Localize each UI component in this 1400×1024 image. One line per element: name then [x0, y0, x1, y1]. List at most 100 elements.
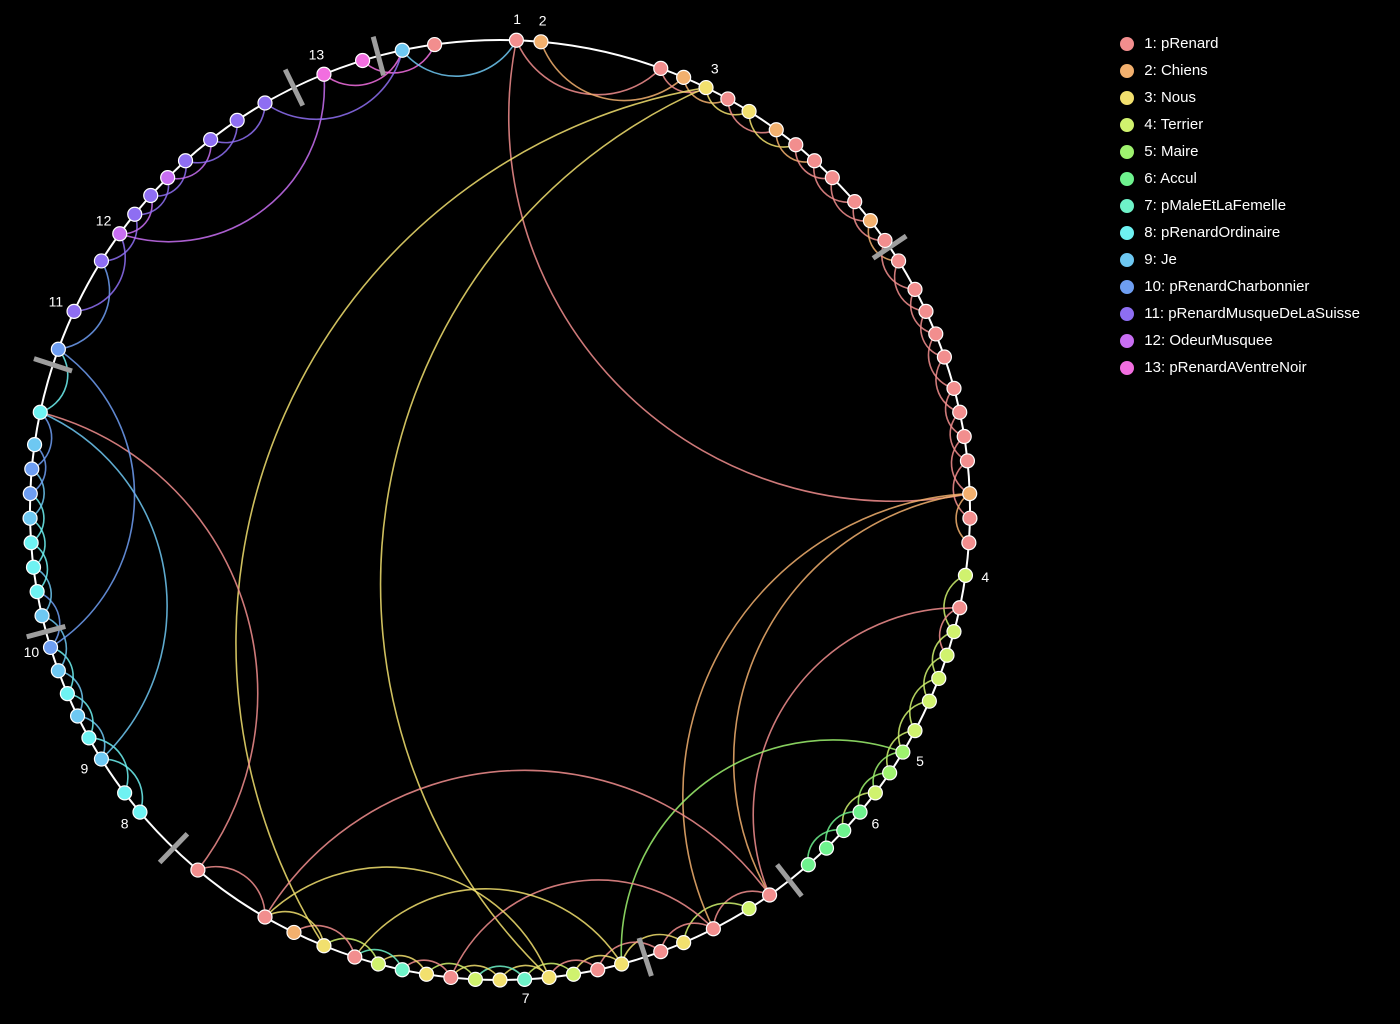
node — [51, 664, 65, 678]
node — [947, 381, 961, 395]
node — [742, 902, 756, 916]
node — [419, 967, 433, 981]
node — [908, 282, 922, 296]
node-label: 12 — [96, 213, 112, 229]
node — [82, 731, 96, 745]
legend-label: 10: pRenardCharbonnier — [1144, 273, 1309, 300]
legend-item: 8: pRenardOrdinaire — [1120, 219, 1360, 246]
node — [654, 945, 668, 959]
node — [67, 304, 81, 318]
node — [23, 487, 37, 501]
legend-item: 9: Je — [1120, 246, 1360, 273]
arc — [402, 40, 516, 76]
node — [947, 625, 961, 639]
node — [932, 671, 946, 685]
node — [963, 487, 977, 501]
node-label: 4 — [981, 569, 989, 585]
node — [44, 640, 58, 654]
node — [677, 936, 691, 950]
arc — [58, 261, 109, 349]
node — [371, 957, 385, 971]
arc — [40, 412, 257, 870]
arc — [236, 88, 706, 946]
arc — [120, 74, 325, 242]
legend-swatch — [1120, 91, 1134, 105]
node — [929, 327, 943, 341]
arc — [683, 494, 970, 929]
node — [896, 745, 910, 759]
node — [113, 227, 127, 241]
legend-swatch — [1120, 280, 1134, 294]
node — [769, 123, 783, 137]
node — [27, 560, 41, 574]
legend-label: 2: Chiens — [1144, 57, 1207, 84]
node — [33, 405, 47, 419]
legend-label: 5: Maire — [1144, 138, 1198, 165]
node — [356, 54, 370, 68]
node-label: 5 — [916, 753, 924, 769]
node — [908, 724, 922, 738]
legend-item: 13: pRenardAVentreNoir — [1120, 354, 1360, 381]
legend-label: 13: pRenardAVentreNoir — [1144, 354, 1306, 381]
node — [51, 342, 65, 356]
node — [179, 154, 193, 168]
node — [567, 967, 581, 981]
legend-swatch — [1120, 199, 1134, 213]
legend-swatch — [1120, 253, 1134, 267]
node — [919, 304, 933, 318]
node — [493, 973, 507, 987]
legend-item: 11: pRenardMusqueDeLaSuisse — [1120, 300, 1360, 327]
arc — [198, 867, 265, 917]
tick — [285, 70, 303, 106]
node-label: 11 — [49, 294, 64, 310]
node — [518, 972, 532, 986]
node — [953, 405, 967, 419]
node-label: 10 — [24, 644, 40, 660]
node — [892, 254, 906, 268]
node — [963, 511, 977, 525]
node-label: 2 — [539, 13, 547, 29]
node — [591, 963, 605, 977]
node — [789, 138, 803, 152]
legend-label: 3: Nous — [1144, 84, 1196, 111]
legend-label: 1: pRenard — [1144, 30, 1218, 57]
node — [825, 171, 839, 185]
node — [444, 970, 458, 984]
arc — [753, 608, 959, 895]
node — [144, 189, 158, 203]
arc — [622, 935, 684, 964]
node — [204, 133, 218, 147]
legend-item: 2: Chiens — [1120, 57, 1360, 84]
arc — [509, 40, 970, 501]
arc — [381, 88, 706, 978]
node — [24, 536, 38, 550]
node — [807, 154, 821, 168]
legend-label: 11: pRenardMusqueDeLaSuisse — [1144, 300, 1360, 327]
node — [25, 462, 39, 476]
node — [940, 648, 954, 662]
legend-item: 5: Maire — [1120, 138, 1360, 165]
node — [958, 568, 972, 582]
node — [428, 38, 442, 52]
legend-item: 6: Accul — [1120, 165, 1360, 192]
node — [71, 709, 85, 723]
node — [878, 233, 892, 247]
legend-swatch — [1120, 145, 1134, 159]
node — [191, 863, 205, 877]
node — [468, 972, 482, 986]
node — [953, 601, 967, 615]
node — [258, 96, 272, 110]
node — [287, 925, 301, 939]
node — [706, 922, 720, 936]
node — [863, 214, 877, 228]
node-label: 9 — [81, 760, 89, 776]
arc — [40, 412, 167, 759]
node — [868, 786, 882, 800]
legend-label: 4: Terrier — [1144, 111, 1203, 138]
ticks — [27, 37, 907, 976]
legend-label: 8: pRenardOrdinaire — [1144, 219, 1280, 246]
node — [937, 350, 951, 364]
node — [742, 104, 756, 118]
legend-swatch — [1120, 226, 1134, 240]
node — [509, 33, 523, 47]
